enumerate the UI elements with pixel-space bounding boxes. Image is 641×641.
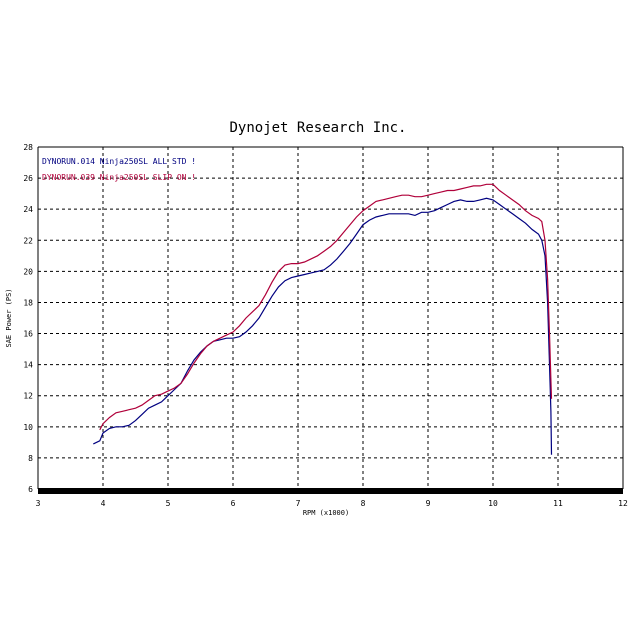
x-tick-label: 5 [166, 499, 171, 508]
y-tick-label: 26 [23, 174, 33, 183]
x-tick-label: 8 [361, 499, 366, 508]
tick-labels: 3 4 5 6 7 8 9 10 11 12 6 8 10 12 14 16 18 20 22 24 26 28 [23, 143, 628, 508]
series-line-1 [93, 197, 553, 455]
x-axis-label: RPM (x1000) [303, 509, 349, 517]
legend: DYNORUN.014 Ninja250SL ALL STD ! DYNORUN.… [42, 157, 196, 182]
x-tick-label: 10 [488, 499, 498, 508]
x-tick-label: 12 [618, 499, 628, 508]
chart-title: Dynojet Research Inc. [229, 120, 406, 136]
x-tick-label: 4 [101, 499, 106, 508]
plot-lines [93, 183, 553, 455]
plot-frame [37, 146, 624, 494]
y-tick-label: 10 [23, 423, 33, 432]
y-tick-label: 6 [28, 485, 33, 494]
y-tick-label: 8 [28, 454, 33, 463]
series-line-2 [99, 183, 553, 431]
x-tick-label: 3 [36, 499, 41, 508]
y-tick-label: 14 [23, 361, 33, 370]
legend-entry-1: DYNORUN.014 Ninja250SL ALL STD ! [42, 157, 196, 166]
frame-bottom [38, 488, 623, 494]
y-axis-label: SAE Power (PS) [5, 288, 13, 347]
x-tick-label: 7 [296, 499, 301, 508]
y-tick-label: 16 [23, 330, 33, 339]
y-tick-label: 24 [23, 205, 33, 214]
x-tick-label: 9 [426, 499, 431, 508]
y-tick-label: 22 [23, 236, 33, 245]
x-tick-label: 6 [231, 499, 236, 508]
plot-grid [38, 147, 623, 489]
x-tick-label: 11 [553, 499, 563, 508]
legend-entry-2: DYNORUN.039 Ninja250SL SLIP ON ! [42, 173, 196, 182]
y-tick-label: 20 [23, 267, 33, 276]
y-tick-label: 18 [23, 298, 33, 307]
y-tick-label: 12 [23, 392, 33, 401]
y-tick-label: 28 [23, 143, 33, 152]
